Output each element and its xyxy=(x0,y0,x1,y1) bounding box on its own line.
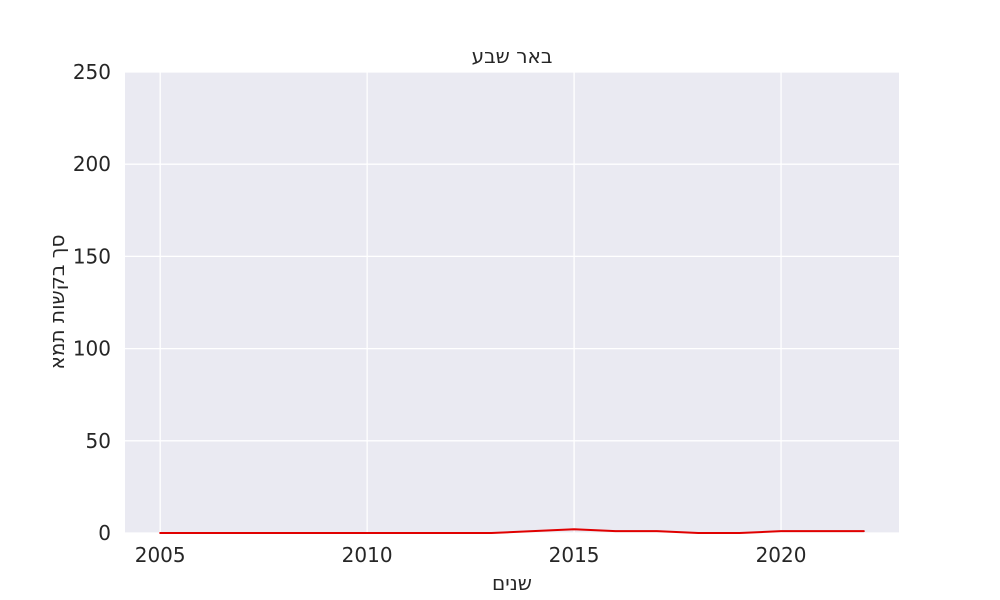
y-axis-label: סך בקשות תמא xyxy=(45,234,69,369)
x-tick-label: 2005 xyxy=(135,543,186,567)
y-tick-labels: 0 50 100 150 200 250 xyxy=(73,60,111,545)
x-tick-label: 2020 xyxy=(756,543,807,567)
y-tick-label: 0 xyxy=(98,521,111,545)
chart-title: באר שבע xyxy=(472,44,553,68)
x-axis-label: שנים xyxy=(492,571,532,595)
y-tick-label: 50 xyxy=(86,429,111,453)
y-tick-label: 250 xyxy=(73,60,111,84)
y-tick-label: 150 xyxy=(73,244,111,268)
series-line-0 xyxy=(159,528,865,534)
x-tick-label: 2015 xyxy=(549,543,600,567)
y-tick-label: 100 xyxy=(73,337,111,361)
x-tick-labels: 2005 2010 2015 2020 xyxy=(135,543,807,567)
x-tick-label: 2010 xyxy=(342,543,393,567)
series-layer xyxy=(159,528,865,534)
y-tick-label: 200 xyxy=(73,152,111,176)
plot-area xyxy=(125,72,899,533)
